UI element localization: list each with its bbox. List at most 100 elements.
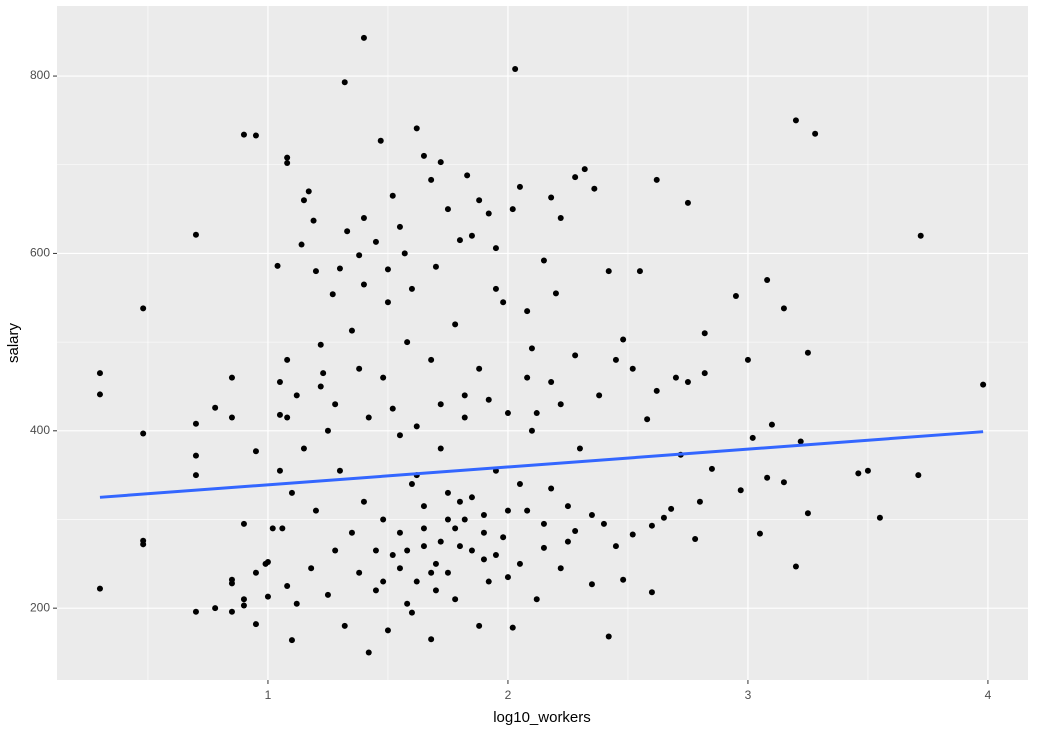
x-tick-label: 4 (985, 688, 992, 702)
point (437, 401, 444, 408)
point (212, 404, 219, 411)
point (476, 365, 483, 372)
point (468, 494, 475, 501)
point (252, 132, 259, 139)
point (389, 192, 396, 199)
point (708, 465, 715, 472)
point (701, 370, 708, 377)
point (629, 531, 636, 538)
point (605, 268, 612, 275)
point (701, 330, 708, 337)
point (591, 185, 598, 192)
point (476, 622, 483, 629)
point (240, 520, 247, 527)
x-tick-label: 2 (505, 688, 512, 702)
point (509, 624, 516, 631)
trend-line (99, 430, 984, 499)
point (252, 569, 259, 576)
point (524, 308, 531, 315)
point (420, 543, 427, 550)
point (413, 125, 420, 132)
point (468, 547, 475, 554)
point (360, 498, 367, 505)
point (780, 479, 787, 486)
point (764, 474, 771, 481)
point (804, 349, 811, 356)
point (572, 528, 579, 535)
point (240, 602, 247, 609)
point (404, 339, 411, 346)
point (408, 609, 415, 616)
point (312, 507, 319, 514)
point (372, 547, 379, 554)
point (504, 410, 511, 417)
point (692, 535, 699, 542)
point (284, 414, 291, 421)
point (420, 503, 427, 510)
point (648, 522, 655, 529)
point (612, 356, 619, 363)
point (557, 401, 564, 408)
point (372, 238, 379, 245)
point (620, 336, 627, 343)
point (384, 627, 391, 634)
point (192, 231, 199, 238)
point (284, 356, 291, 363)
point (516, 481, 523, 488)
point (533, 596, 540, 603)
point (744, 356, 751, 363)
point (240, 131, 247, 138)
point (437, 159, 444, 166)
point (452, 596, 459, 603)
point (276, 379, 283, 386)
point (404, 547, 411, 554)
point (279, 525, 286, 532)
point (500, 534, 507, 541)
point (492, 285, 499, 292)
plot-panel (57, 6, 1028, 680)
point (140, 541, 147, 548)
point (660, 514, 667, 521)
point (264, 559, 271, 566)
point (336, 467, 343, 474)
point (756, 530, 763, 537)
point (396, 223, 403, 230)
point (620, 576, 627, 583)
point (684, 199, 691, 206)
point (428, 636, 435, 643)
point (284, 582, 291, 589)
point (732, 292, 739, 299)
point (300, 197, 307, 204)
point (500, 299, 507, 306)
point (564, 503, 571, 510)
point (341, 79, 348, 86)
point (348, 529, 355, 536)
point (240, 596, 247, 603)
point (480, 512, 487, 519)
point (305, 188, 312, 195)
point (812, 130, 819, 137)
point (452, 321, 459, 328)
point (480, 529, 487, 536)
point (533, 410, 540, 417)
point (276, 467, 283, 474)
point (428, 356, 435, 363)
point (384, 266, 391, 273)
point (396, 565, 403, 572)
point (192, 420, 199, 427)
point (404, 600, 411, 607)
point (588, 512, 595, 519)
y-tick-label: 600 (30, 246, 50, 260)
point (413, 578, 420, 585)
point (980, 381, 987, 388)
point (408, 285, 415, 292)
point (437, 538, 444, 545)
point (492, 551, 499, 558)
point (540, 544, 547, 551)
point (696, 498, 703, 505)
point (512, 65, 519, 72)
point (396, 529, 403, 536)
point (804, 510, 811, 517)
point (192, 472, 199, 479)
point (413, 423, 420, 430)
